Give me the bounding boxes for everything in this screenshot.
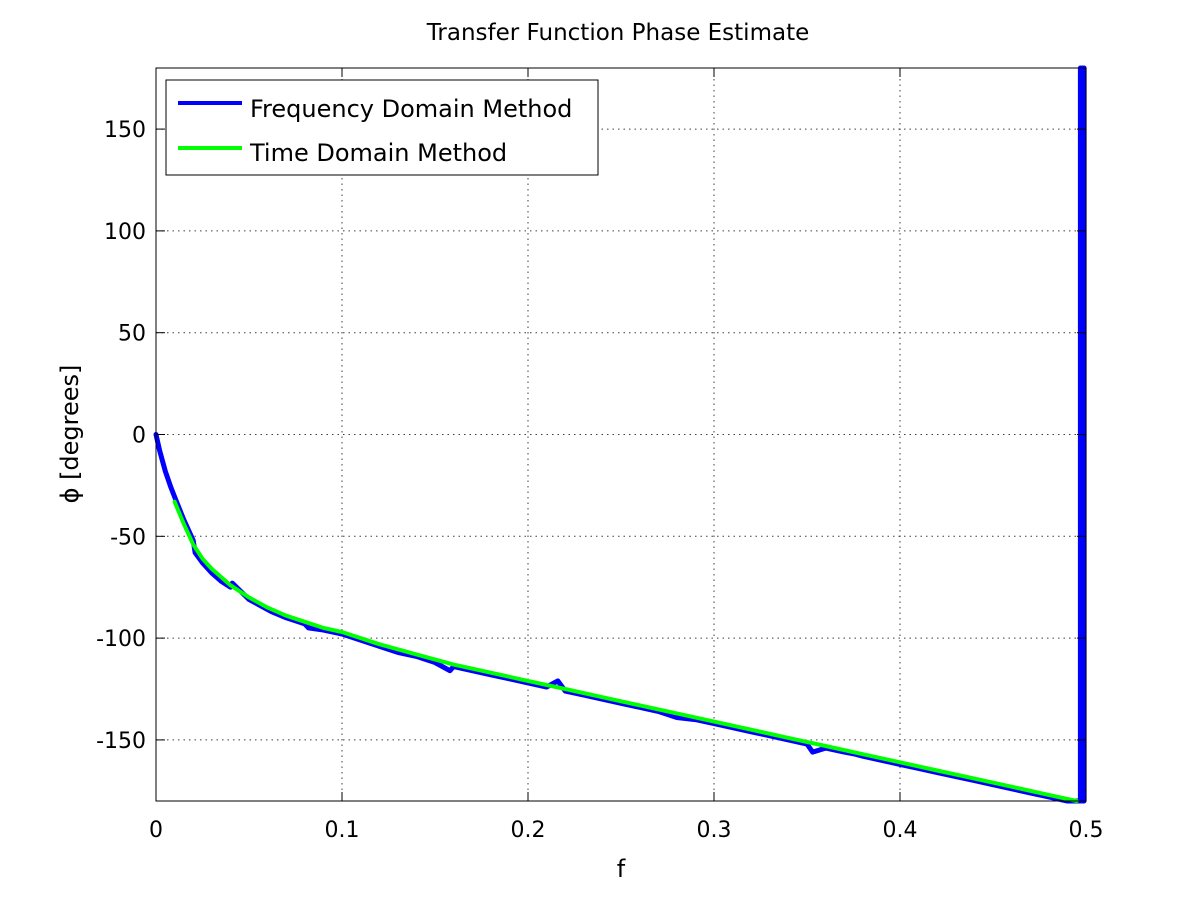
x-tick-label: 0.1 xyxy=(325,818,360,843)
y-tick-label: -150 xyxy=(96,729,146,754)
y-tick-label: -50 xyxy=(110,525,146,550)
y-axis-label: ϕ [degrees] xyxy=(56,365,84,504)
x-tick-label: 0.4 xyxy=(883,818,918,843)
tick-layer: 0 0.1 0.2 0.3 0.4 0.5 150 100 50 0 -50 -100 -150 xyxy=(96,68,1104,843)
y-tick-label: 100 xyxy=(104,220,146,245)
series-layer xyxy=(153,65,1087,804)
chart-title: Transfer Function Phase Estimate xyxy=(426,20,810,46)
y-tick-label: 0 xyxy=(132,424,146,449)
legend-box xyxy=(165,79,599,176)
legend-label-frequency: Frequency Domain Method xyxy=(250,95,572,123)
time-domain-series-line xyxy=(172,499,1079,803)
y-tick-label: -100 xyxy=(96,627,146,652)
legend-label-time: Time Domain Method xyxy=(249,139,507,167)
x-tick-label: 0 xyxy=(149,818,163,843)
y-tick-label: 150 xyxy=(104,118,146,143)
x-tick-label: 0.2 xyxy=(511,818,546,843)
x-tick-label: 0.3 xyxy=(697,818,732,843)
x-axis-label: f xyxy=(617,855,626,883)
y-tick-label: 50 xyxy=(118,322,146,347)
legend: Frequency Domain Method Time Domain Meth… xyxy=(165,79,599,176)
x-tick-label: 0.5 xyxy=(1069,818,1104,843)
